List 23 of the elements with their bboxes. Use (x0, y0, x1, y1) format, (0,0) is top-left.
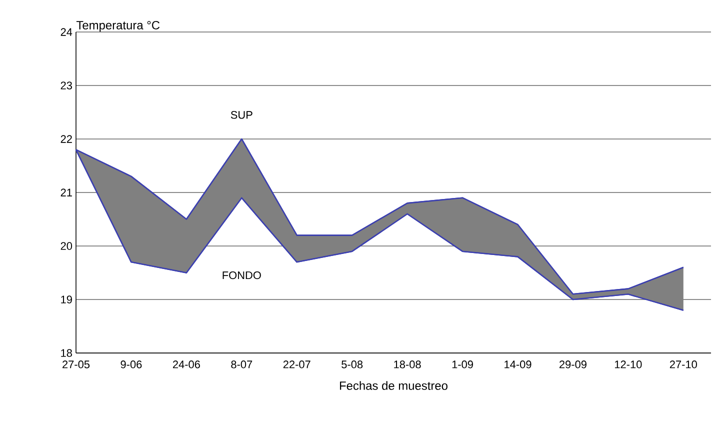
x-tick-label: 8-07 (231, 360, 252, 368)
y-tick-label: 22 (60, 135, 72, 143)
x-tick-label: 5-08 (342, 360, 363, 368)
x-tick-label: 14-09 (504, 360, 532, 368)
x-tick-label: 9-06 (120, 360, 142, 368)
x-tick-label: 29-09 (559, 360, 586, 368)
x-axis-title: Fechas de muestreo (340, 381, 448, 390)
text: SUP (230, 111, 252, 119)
text: FONDO (222, 271, 261, 280)
x-tick-label: 1-09 (452, 360, 473, 368)
x-tick-label: 27-05 (62, 360, 90, 368)
y-tick-label: 23 (60, 82, 72, 90)
y-axis-title: Temperatura °C (76, 20, 160, 32)
x-tick-label: 24-06 (172, 360, 200, 368)
y-tick-label: 19 (61, 296, 72, 304)
y-tick-label: 18 (61, 349, 72, 357)
x-tick-label: 22-07 (283, 360, 310, 368)
x-tick-label: 18-08 (394, 360, 421, 368)
x-tick-label: 12-10 (614, 360, 642, 368)
y-tick-label: 20 (60, 242, 72, 250)
y-tick-label: 24 (60, 28, 72, 36)
x-tick-label: 27-10 (670, 360, 697, 368)
y-tick-label: 21 (60, 188, 72, 196)
